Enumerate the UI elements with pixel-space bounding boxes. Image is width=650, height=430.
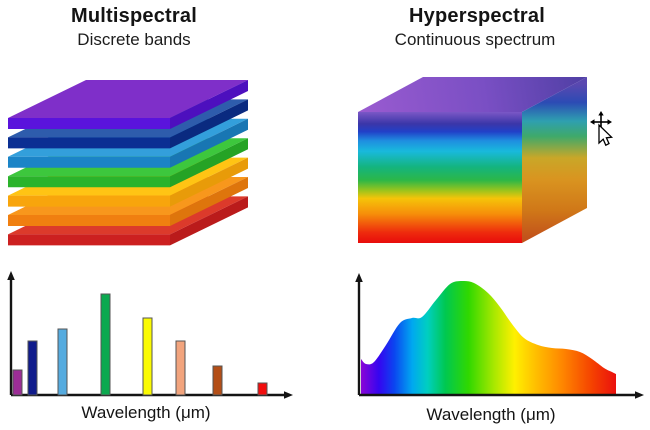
layer-side-face [170, 138, 248, 188]
hyperspectral-spectrum-chart [355, 273, 644, 399]
layer-front-face [8, 156, 170, 168]
layer-front-face [8, 176, 170, 188]
cube-side-face [522, 77, 587, 243]
spectral-band-bar [212, 365, 223, 396]
layer-side-face [170, 118, 248, 168]
pointer-arrow [598, 123, 614, 147]
multispectral-title: Multispectral [71, 5, 197, 27]
layer-side-face [170, 196, 248, 246]
spectral-band-bar [27, 340, 38, 396]
multispectral-bar-chart [7, 271, 293, 399]
multispectral-layer-stack [8, 80, 248, 246]
spectral-band-bar [257, 382, 268, 396]
layer-front-face [8, 215, 170, 226]
right-chart-axes [355, 273, 644, 399]
hyperspectral-xlabel: Wavelength (μm) [426, 405, 556, 424]
spectral-band-bar [175, 340, 186, 396]
multispectral-xlabel: Wavelength (μm) [81, 403, 211, 422]
spectral-band-bar [142, 317, 153, 396]
layer-top-face [8, 80, 248, 118]
band-layer-purple [8, 80, 248, 129]
spectral-band-bar [57, 328, 68, 396]
spectral-band-bars [12, 293, 268, 396]
layer-side-face [170, 177, 248, 226]
hyperspectral-cube[interactable] [358, 77, 587, 243]
cube-top-face [358, 77, 587, 112]
layer-front-face [8, 195, 170, 207]
move-cursor-icon [590, 111, 614, 147]
layer-front-face [8, 118, 170, 129]
layer-side-face [170, 80, 248, 129]
layer-front-face [8, 234, 170, 246]
hyperspectral-subtitle: Continuous spectrum [394, 30, 556, 49]
spectral-band-bar [100, 293, 111, 396]
spectral-band-bar [12, 369, 23, 396]
spectrum-area-fill [361, 280, 616, 394]
hyperspectral-title: Hyperspectral [409, 5, 545, 27]
multispectral-subtitle: Discrete bands [77, 30, 191, 49]
layer-side-face [170, 99, 248, 149]
layer-side-face [170, 157, 248, 207]
layer-front-face [8, 137, 170, 149]
cube-front-face [358, 112, 522, 243]
